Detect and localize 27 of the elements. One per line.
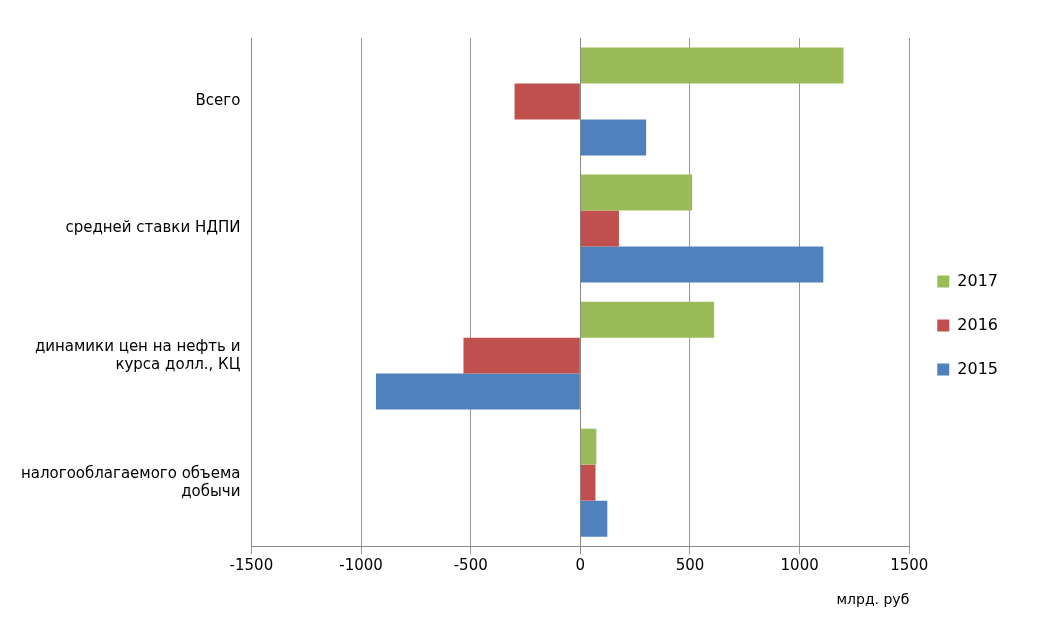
y-tick-label: налогооблагаемого объема добычи xyxy=(20,463,241,500)
x-tick-label: 0 xyxy=(575,556,586,575)
bar xyxy=(580,119,647,156)
legend-label: 2015 xyxy=(957,358,998,378)
x-tick-label: -1500 xyxy=(229,556,274,575)
x-tick-label: 1500 xyxy=(890,556,929,575)
bar xyxy=(580,246,824,283)
legend-label: 2017 xyxy=(957,270,998,290)
x-tick-label: -1000 xyxy=(339,556,383,575)
y-tick-label: средней ставки НДПИ xyxy=(65,218,241,237)
x-tick-label: 500 xyxy=(675,556,705,575)
bar xyxy=(580,464,596,501)
x-tick-label: -500 xyxy=(453,556,488,575)
bar xyxy=(463,337,580,374)
bar xyxy=(580,47,844,84)
bar xyxy=(375,373,580,410)
bar xyxy=(580,174,693,211)
x-axis-title: млрд. руб xyxy=(836,591,910,608)
y-tick-label: Всего xyxy=(195,91,241,110)
bar xyxy=(580,428,597,465)
bar xyxy=(580,500,608,537)
bar xyxy=(580,210,619,247)
legend-label: 2016 xyxy=(957,314,998,334)
x-tick-label: 1000 xyxy=(780,556,819,575)
bar xyxy=(580,301,715,338)
bar xyxy=(514,83,580,120)
y-tick-label: динамики цен на нефть и курса долл., КЦ xyxy=(34,336,241,373)
